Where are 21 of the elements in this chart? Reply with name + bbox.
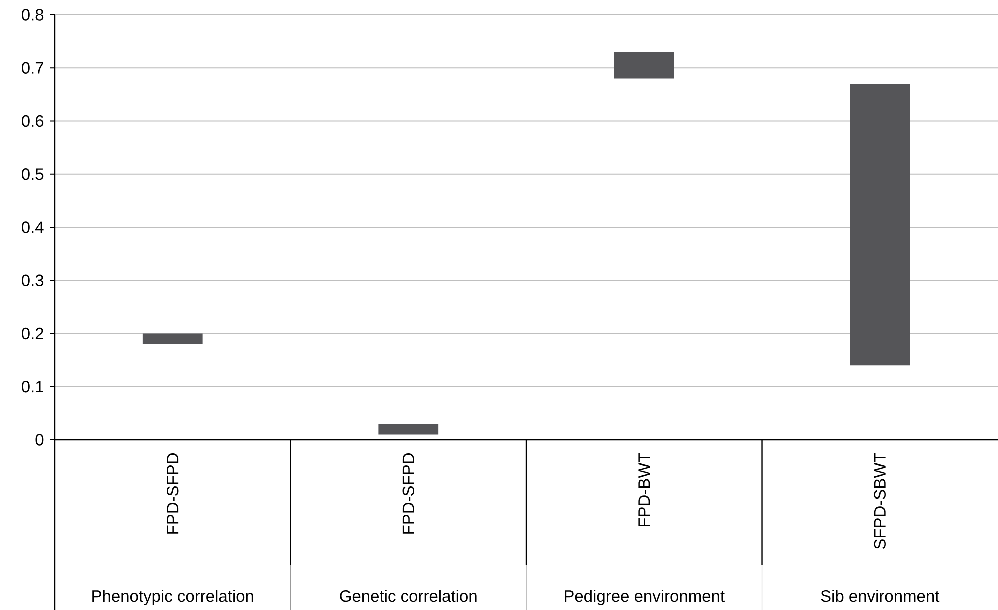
text: Genetic correlation [340,590,477,602]
text: Phenotypic correlation [92,590,254,606]
y-tick-label: 0.5 [22,168,44,180]
text: Pedigree environment [565,590,725,606]
x-tick-label: FPD-SFPD [402,453,414,534]
y-tick-label: 0.8 [22,9,44,21]
y-tick-label: 0.7 [22,62,44,74]
x-tick-label: FPD-BWT [638,453,650,526]
y-tick-label: 0.6 [22,115,44,128]
y-tick-label: 0.1 [22,381,44,393]
y-tick-label: 0.3 [22,274,44,286]
bar [378,424,439,435]
bar [614,52,674,79]
text: Sib environment [821,590,940,602]
x-tick-label: FPD-SFPD [167,453,179,534]
y-tick-label: 0.4 [22,222,44,234]
bar [850,84,910,366]
y-tick-label: 0.2 [22,328,44,340]
y-tick-label: 0 [36,434,44,446]
x-tick-label: SFPD-SBWT [874,453,886,550]
bar [142,334,203,344]
